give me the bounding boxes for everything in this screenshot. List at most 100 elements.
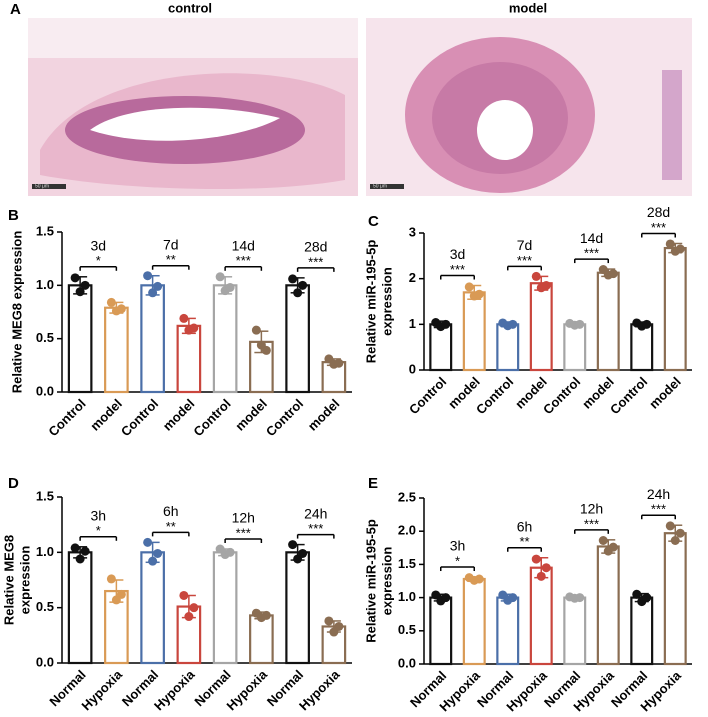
- bar: [212, 551, 238, 665]
- data-point: [665, 239, 675, 249]
- data-point: [106, 297, 116, 307]
- y-tick-label: 0.5: [36, 330, 54, 345]
- data-point: [261, 610, 271, 620]
- panel-label: A: [10, 1, 21, 18]
- bar: [285, 551, 310, 665]
- data-point: [431, 590, 441, 600]
- data-point: [116, 304, 126, 314]
- panel-label: C: [368, 213, 379, 230]
- bar: [67, 284, 93, 394]
- data-point: [251, 325, 261, 335]
- significance-label: **: [166, 252, 176, 267]
- bar: [596, 271, 620, 372]
- group-label: 3d: [450, 246, 466, 262]
- significance-label: *: [455, 553, 460, 568]
- data-point: [474, 574, 484, 584]
- y-tick-label: 1.5: [398, 556, 416, 571]
- y-tick-label: 2.0: [398, 523, 416, 538]
- x-tick-label: model: [646, 374, 684, 412]
- data-point: [575, 593, 585, 603]
- scale-bar: 50 μm: [373, 183, 387, 189]
- y-tick-label: 1.0: [36, 544, 54, 559]
- bar: [249, 614, 274, 665]
- y-tick-label: 2: [409, 270, 416, 285]
- bar: [176, 324, 202, 394]
- y-tick-label: 1.0: [36, 277, 54, 292]
- x-tick-label: Control: [406, 374, 449, 417]
- significance-label: ***: [236, 525, 251, 540]
- bar: [663, 246, 687, 372]
- bar: [663, 532, 687, 666]
- bar: [104, 306, 129, 394]
- data-point: [261, 345, 271, 355]
- significance-label: **: [166, 519, 176, 534]
- data-point: [148, 288, 158, 298]
- data-point: [608, 542, 618, 552]
- group-label: 24h: [647, 486, 670, 502]
- data-point: [75, 287, 85, 297]
- data-point: [225, 282, 235, 292]
- data-point: [334, 621, 344, 631]
- significance-label: ***: [308, 521, 323, 536]
- bar: [563, 596, 587, 666]
- data-point: [670, 535, 680, 545]
- data-point: [531, 271, 541, 281]
- bar: [212, 284, 238, 394]
- bar: [462, 577, 486, 666]
- significance-label: *: [96, 523, 101, 538]
- x-tick-label: Control: [263, 396, 306, 439]
- data-point: [215, 272, 225, 282]
- bar: [529, 566, 553, 666]
- group-label: 7d: [163, 236, 179, 252]
- data-point: [148, 556, 158, 566]
- data-point: [441, 593, 451, 603]
- y-tick-label: 0: [409, 361, 416, 376]
- data-point: [632, 589, 642, 599]
- bar: [596, 545, 620, 666]
- data-point: [184, 612, 194, 622]
- x-tick-label: Control: [190, 396, 233, 439]
- bar: [496, 323, 520, 372]
- data-point: [598, 535, 608, 545]
- panel-label: D: [8, 475, 19, 492]
- data-point: [189, 603, 199, 613]
- y-tick-label: 0.5: [36, 599, 54, 614]
- data-point: [153, 548, 163, 558]
- data-point: [536, 571, 546, 581]
- x-tick-label: Control: [45, 396, 88, 439]
- data-point: [143, 537, 153, 547]
- data-point: [288, 274, 298, 284]
- x-tick-label: Control: [473, 374, 516, 417]
- data-point: [80, 280, 90, 290]
- y-tick-label: 0.0: [36, 383, 54, 398]
- image-title: model: [509, 0, 547, 15]
- data-point: [675, 244, 685, 254]
- y-axis-label: Relative miR-195-5p: [363, 240, 378, 364]
- bar: [529, 282, 553, 372]
- data-point: [293, 288, 303, 298]
- data-point: [642, 593, 652, 603]
- data-point: [474, 289, 484, 299]
- data-point: [143, 271, 153, 281]
- significance-label: ***: [236, 253, 251, 268]
- x-tick-label: Hypoxia: [224, 666, 271, 713]
- y-axis-label: expression: [17, 546, 32, 615]
- data-point: [441, 319, 451, 329]
- data-point: [288, 540, 298, 550]
- significance-label: ***: [584, 246, 599, 261]
- data-point: [225, 547, 235, 557]
- significance-label: ***: [584, 516, 599, 531]
- bar: [429, 323, 453, 372]
- group-label: 7d: [517, 237, 533, 253]
- x-tick-label: Hypoxia: [79, 666, 126, 713]
- data-point: [334, 358, 344, 368]
- group-label: 12h: [232, 510, 255, 526]
- y-axis-label: expression: [379, 547, 394, 616]
- panel-label: B: [8, 207, 19, 224]
- y-tick-label: 0.5: [398, 622, 416, 637]
- y-axis-label: Relative MEG8 expression: [9, 231, 24, 394]
- data-point: [189, 323, 199, 333]
- bar: [285, 284, 310, 394]
- bar: [429, 596, 453, 666]
- data-point: [153, 281, 163, 291]
